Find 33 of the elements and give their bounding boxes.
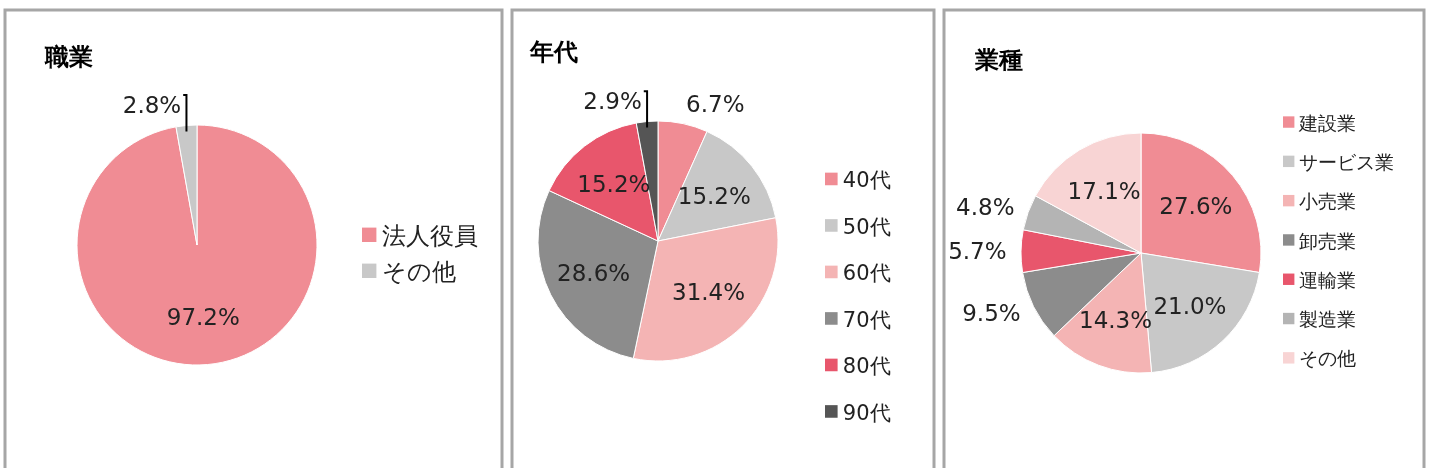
legend-label: 卸売業 (1299, 229, 1357, 252)
data-label: 6.7% (686, 90, 745, 117)
legend-label: 40代 (842, 168, 891, 193)
chart-title: 年代 (529, 38, 578, 66)
data-label: 2.8% (122, 92, 182, 119)
chart-title: 職業 (44, 43, 93, 71)
data-label: 15.2% (677, 183, 751, 210)
legend-label: その他 (382, 258, 457, 287)
pie-slice (76, 124, 318, 366)
legend-label: 60代 (842, 261, 891, 286)
data-label: 21.0% (1153, 292, 1227, 319)
legend-label: 80代 (842, 354, 891, 379)
data-label: 9.5% (962, 299, 1021, 326)
legend-label: 50代 (842, 214, 891, 239)
legend-label: 建設業 (1298, 111, 1357, 134)
legend-label: 製造業 (1299, 308, 1357, 331)
legend-label: 90代 (842, 400, 891, 425)
legend-label: 小売業 (1299, 190, 1357, 213)
data-label: 14.3% (1079, 307, 1153, 334)
data-label: 4.8% (956, 194, 1015, 221)
chart-title: 業種 (974, 46, 1023, 74)
legend-label: 法人役員 (382, 222, 479, 251)
data-label: 97.2% (166, 303, 240, 330)
data-label: 31.4% (672, 279, 746, 306)
data-label: 28.6% (557, 260, 631, 287)
legend-label: 70代 (842, 307, 891, 332)
data-label: 2.9% (583, 88, 642, 115)
legend-label: その他 (1299, 347, 1357, 370)
data-label: 27.6% (1159, 193, 1233, 220)
legend-label: 運輸業 (1299, 268, 1357, 291)
legend-label: サービス業 (1299, 150, 1395, 173)
data-label: 5.7% (948, 237, 1007, 264)
data-label: 17.1% (1067, 178, 1141, 205)
